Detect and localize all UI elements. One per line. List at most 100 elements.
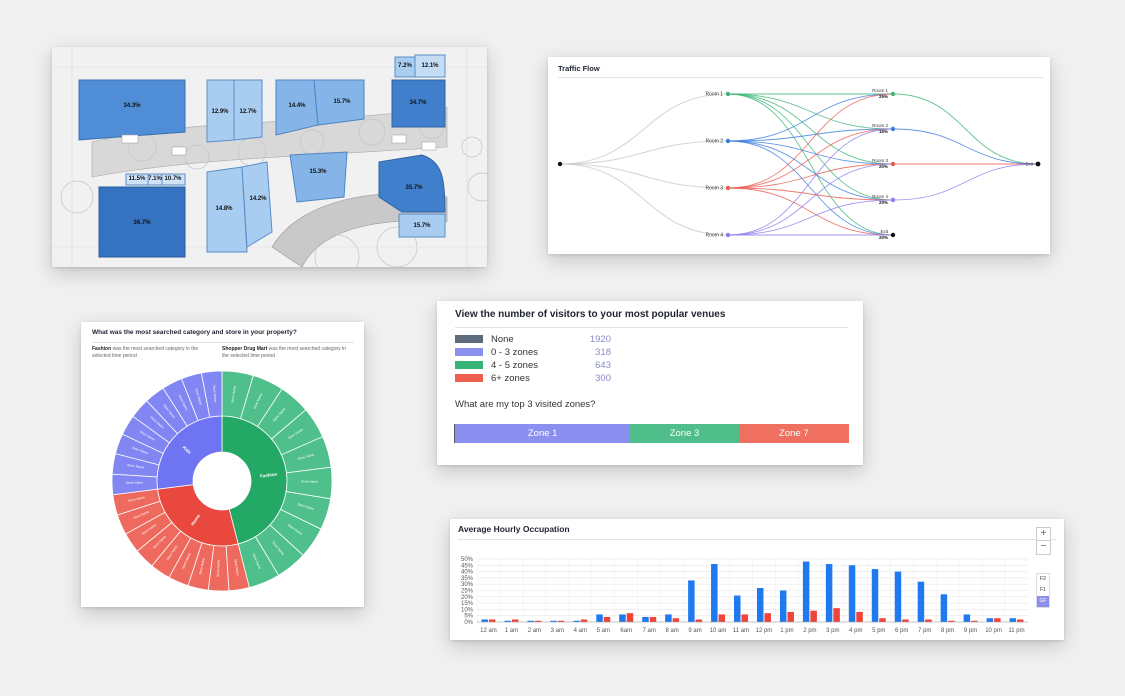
x-tick-label: 10 pm xyxy=(985,628,1002,634)
divider xyxy=(458,539,1056,540)
room-label: Room 2 xyxy=(872,123,888,128)
zone-shape xyxy=(378,154,446,213)
occupation-bar xyxy=(488,619,496,622)
occupation-bar xyxy=(902,619,909,622)
x-tick-label: 7 pm xyxy=(918,628,931,634)
legend-item[interactable]: 0 - 3 zones 318 xyxy=(455,345,611,359)
zone-label: 7.1% xyxy=(148,176,162,182)
card-title: Average Hourly Occupation xyxy=(458,524,570,534)
occupation-bar xyxy=(534,620,542,622)
zone-segment[interactable]: Zone 3 xyxy=(630,424,739,443)
x-tick-label: 1 am xyxy=(505,628,518,634)
x-tick-label: 5 pm xyxy=(872,628,885,634)
floor-option-f2[interactable]: F2 xyxy=(1040,576,1046,582)
x-tick-label: 5 am xyxy=(597,628,610,634)
store-label: Store Name xyxy=(194,388,203,406)
x-tick-label: 9 pm xyxy=(964,628,977,634)
room-percent: 15% xyxy=(879,129,888,134)
zone-label: 10.7% xyxy=(164,176,182,182)
x-tick-label: 8 am xyxy=(665,628,678,634)
store-label: Store Name xyxy=(131,446,149,456)
x-tick-label: 6 pm xyxy=(895,628,908,634)
occupation-bar xyxy=(665,614,672,622)
legend-swatch xyxy=(455,348,483,356)
zone-segment[interactable]: Zone 7 xyxy=(738,424,849,443)
flow-link xyxy=(727,187,894,201)
occupation-bar xyxy=(1017,619,1024,622)
zone-segment[interactable]: Zone 1 xyxy=(455,424,631,443)
room-label: Room 1 xyxy=(872,88,888,93)
sunburst-store-segment xyxy=(200,370,223,418)
occupation-bar xyxy=(756,587,764,622)
room-label: Room 3 xyxy=(705,186,723,192)
occupation-bar xyxy=(948,620,955,622)
exit-label: Exit xyxy=(1025,162,1033,167)
occupation-bar xyxy=(963,614,971,622)
floorplan-card: 34.3% 12.9% 12.7% 14.4% 15.7% 34.7% 7.2% 12.1% 1… xyxy=(52,47,487,267)
x-tick-label: 3 am xyxy=(551,628,564,634)
zone-shape xyxy=(161,173,186,186)
occupation-bar xyxy=(642,616,649,622)
legend-value: 643 xyxy=(595,359,611,371)
floor-selector: F2 F1 GF xyxy=(1036,573,1050,608)
exit-node xyxy=(1035,161,1041,167)
legend-item[interactable]: None 1920 xyxy=(455,332,611,346)
floor-option-f1[interactable]: F1 xyxy=(1040,587,1046,593)
occupation-card: Average Hourly Occupation + − F2 F1 GF 0% 5… xyxy=(450,519,1064,640)
occupation-bar xyxy=(1009,618,1017,622)
sunburst-center xyxy=(193,452,251,510)
zone-label: 14.2% xyxy=(249,196,267,202)
store-label: Store Name xyxy=(133,510,150,521)
room-node xyxy=(890,197,896,203)
occupation-bar xyxy=(986,618,994,622)
occupation-bar xyxy=(619,614,626,622)
zone-label: 12.7% xyxy=(239,109,257,115)
legend-value: 318 xyxy=(595,346,611,358)
zone-label: 14.4% xyxy=(288,103,306,109)
floor-option-gf[interactable]: GF xyxy=(1037,596,1049,607)
occupation-bar xyxy=(550,620,557,622)
legend-item[interactable]: 6+ zones 300 xyxy=(455,371,611,385)
divider xyxy=(558,77,1043,78)
x-tick-label: 4 pm xyxy=(849,628,862,634)
flow-link xyxy=(559,93,729,165)
room-percent: 25% xyxy=(879,94,888,99)
zoom-out-button[interactable]: − xyxy=(1036,540,1051,555)
visitors-card: View the number of visitors to your most… xyxy=(437,301,863,465)
occupation-bar xyxy=(580,619,588,622)
flow-link xyxy=(727,199,894,236)
occupation-bar xyxy=(596,614,603,622)
room-node xyxy=(725,185,731,191)
occupation-bar xyxy=(557,620,565,622)
x-tick-label: 12 pm xyxy=(756,628,773,634)
card-title: Traffic Flow xyxy=(558,64,600,73)
legend-swatch xyxy=(455,335,483,343)
x-tick-label: 1 pm xyxy=(780,628,793,634)
store-label: Store Name xyxy=(181,552,192,569)
occupation-bar xyxy=(511,619,519,622)
legend-item[interactable]: 4 - 5 zones 643 xyxy=(455,358,611,372)
zone-label: 14.8% xyxy=(215,206,233,212)
occupation-chart[interactable]: 0%5%10%15%20%25%30%35%40%45%50% 12 am 1 am… xyxy=(450,519,1064,640)
sunburst-chart[interactable]: Store Name Store Name Store Name Store Name… xyxy=(81,322,364,607)
source-node xyxy=(557,161,563,167)
zone-shape xyxy=(78,79,186,141)
x-tick-label: 2 pm xyxy=(803,628,816,634)
store-label: Store Name xyxy=(178,394,189,411)
y-tick-label: 0% xyxy=(464,620,473,626)
legend-label: 6+ zones xyxy=(491,372,530,384)
y-tick-label: 15% xyxy=(461,601,474,607)
y-tick-label: 20% xyxy=(461,595,474,601)
x-tick-label: 3 pm xyxy=(826,628,839,634)
room-node xyxy=(725,91,731,97)
room-node xyxy=(890,232,896,238)
y-tick-label: 50% xyxy=(461,557,474,563)
top-zones-bar: Zone 1 Zone 3 Zone 7 xyxy=(454,424,849,443)
category-label: Fashion xyxy=(260,472,278,479)
room-label: Exit xyxy=(880,229,888,234)
flow-link xyxy=(727,128,894,189)
zone-shape xyxy=(289,151,348,203)
floorplan-map[interactable]: 34.3% 12.9% 12.7% 14.4% 15.7% 34.7% 7.2% 12.1% 1… xyxy=(52,47,487,267)
zone-shape xyxy=(98,186,186,258)
